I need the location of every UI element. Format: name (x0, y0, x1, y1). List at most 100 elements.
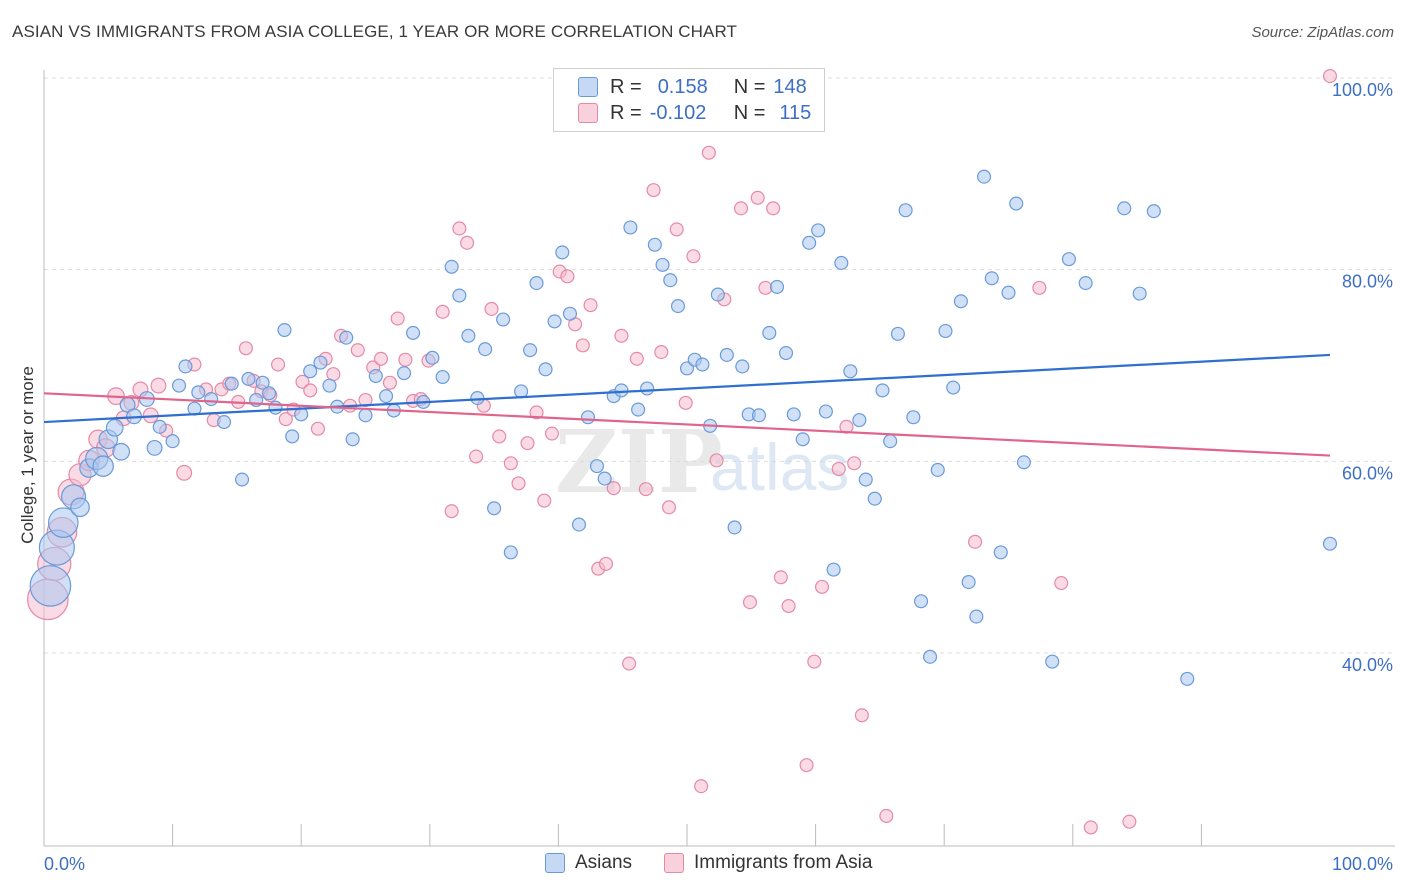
asians-point (762, 325, 777, 340)
asians-point (461, 328, 476, 343)
n-value: 148 (773, 75, 807, 98)
immigrants-point (1032, 280, 1047, 295)
x-tick-label-max: 100.0% (1332, 854, 1393, 874)
immigrants-point (750, 190, 765, 205)
asians-point (487, 501, 502, 516)
asians-point (589, 459, 605, 474)
immigrants-point (758, 280, 773, 295)
asians-point (647, 237, 662, 252)
grid-lines (44, 77, 1395, 654)
immigrants-point (278, 412, 293, 427)
immigrants-point (390, 311, 405, 326)
asians-point (786, 407, 801, 422)
asians-point (1045, 654, 1060, 669)
asians-point (235, 472, 250, 487)
immigrants-point (583, 298, 598, 313)
asians-point (406, 325, 421, 340)
y-tick-label: 40.0% (1342, 655, 1393, 675)
asians-point (778, 346, 794, 361)
asians-point (993, 545, 1008, 560)
legend-label-asians: Asians (575, 852, 633, 873)
asians-point (262, 386, 277, 401)
asians-point (640, 381, 655, 396)
asians-point (444, 259, 459, 274)
watermark-atlas: atlas (710, 430, 849, 504)
asians-point (826, 562, 841, 577)
asians-point (795, 432, 810, 447)
immigrants-point (238, 341, 253, 356)
immigrants-point (606, 481, 621, 496)
immigrants-point (373, 351, 388, 366)
asians-point (1078, 276, 1093, 291)
immigrants-point (469, 449, 484, 464)
trend-lines (43, 353, 1331, 457)
chart-title: ASIAN VS IMMIGRANTS FROM ASIA COLLEGE, 1… (12, 22, 738, 41)
immigrants-point (766, 201, 781, 216)
asians-point (112, 442, 131, 461)
asians-point (843, 364, 858, 379)
immigrants-point (709, 453, 724, 468)
immigrants-point (847, 456, 862, 471)
asians-point (152, 419, 167, 434)
asians-point (452, 288, 467, 303)
asians-point (379, 389, 394, 404)
asians-point (555, 245, 570, 260)
asians-point (670, 299, 686, 314)
asians-point (769, 279, 785, 294)
asians-point (339, 330, 354, 345)
asians-point (322, 378, 337, 393)
immigrants-point (701, 145, 716, 160)
y-tick-label: 100.0% (1332, 80, 1393, 100)
asians-point (277, 323, 292, 338)
source-credit: Source: ZipAtlas.com (1251, 24, 1394, 41)
r-value: 0.158 (657, 75, 708, 98)
asians-point (1016, 455, 1031, 470)
asians-point (224, 376, 239, 391)
immigrants-point (520, 436, 535, 451)
asians-point (345, 432, 360, 447)
immigrants-swatch (664, 853, 685, 873)
immigrants-point (831, 461, 846, 477)
asians-point (538, 362, 553, 377)
asians-point (597, 471, 612, 486)
asians-point (503, 545, 518, 560)
asians-point (977, 169, 992, 184)
asians-point (663, 273, 678, 288)
immigrants-point (435, 304, 450, 319)
immigrants-point (575, 338, 590, 353)
asians-point (710, 287, 725, 302)
asians-point (890, 326, 905, 341)
asians-point (191, 385, 206, 400)
immigrants-point (492, 429, 507, 444)
immigrants-point (176, 464, 193, 481)
asians-point (165, 434, 180, 449)
asians-point (580, 410, 596, 425)
y-tick-label: 60.0% (1342, 463, 1393, 483)
immigrants-point (661, 500, 677, 515)
immigrants-point (968, 534, 983, 549)
asians-point (1117, 201, 1132, 216)
asians-swatch (545, 853, 565, 873)
asians-trend-line (43, 353, 1331, 424)
immigrants-point (271, 357, 286, 372)
legend-label-immigrants: Immigrants from Asia (694, 852, 873, 873)
immigrants-point (646, 183, 661, 198)
immigrants-point (773, 570, 788, 585)
asians-point (858, 472, 873, 487)
watermark: ZIP atlas (555, 412, 849, 513)
asians-point (425, 350, 440, 365)
asians-point (875, 383, 890, 398)
asians-point (751, 408, 767, 423)
asians-point (241, 371, 256, 386)
immigrants-swatch (578, 103, 598, 123)
immigrants-trend-line (43, 392, 1331, 457)
asians-point (961, 575, 976, 590)
asians-point (368, 369, 383, 384)
y-tick-label: 80.0% (1342, 272, 1393, 292)
asians-point (92, 455, 114, 477)
immigrants-point (799, 758, 814, 773)
asians-point (631, 402, 646, 417)
asians-point (834, 255, 849, 270)
immigrants-point (303, 383, 318, 398)
asians-point (285, 429, 300, 444)
